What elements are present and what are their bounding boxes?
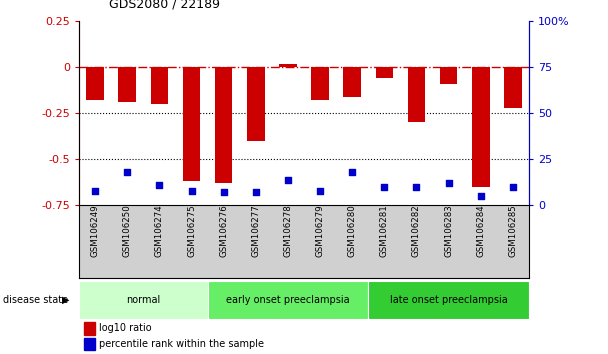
Bar <box>376 67 393 78</box>
Bar <box>182 67 201 181</box>
Bar <box>247 67 264 141</box>
Point <box>251 190 261 195</box>
Bar <box>368 281 529 319</box>
Text: log10 ratio: log10 ratio <box>99 323 152 333</box>
Point <box>154 182 164 188</box>
Bar <box>86 67 104 101</box>
Bar <box>79 281 207 319</box>
Text: ▶: ▶ <box>63 295 70 305</box>
Bar <box>215 67 232 183</box>
Bar <box>83 338 95 350</box>
Bar <box>344 67 361 97</box>
Bar <box>440 67 457 84</box>
Bar <box>504 67 522 108</box>
Bar <box>83 322 95 335</box>
Point <box>122 169 132 175</box>
Point <box>347 169 357 175</box>
Point <box>315 188 325 193</box>
Point <box>476 193 486 199</box>
Text: normal: normal <box>126 295 161 305</box>
Point <box>508 184 518 190</box>
Point <box>412 184 421 190</box>
Point <box>444 181 454 186</box>
Text: GDS2080 / 22189: GDS2080 / 22189 <box>109 0 221 11</box>
Point <box>90 188 100 193</box>
Bar <box>279 64 297 67</box>
Point <box>283 177 293 182</box>
Point <box>187 188 196 193</box>
Bar <box>207 281 368 319</box>
Text: late onset preeclampsia: late onset preeclampsia <box>390 295 508 305</box>
Bar <box>472 67 489 187</box>
Bar <box>407 67 426 122</box>
Point <box>379 184 389 190</box>
Bar <box>311 67 329 101</box>
Point <box>219 190 229 195</box>
Bar <box>119 67 136 102</box>
Text: early onset preeclampsia: early onset preeclampsia <box>226 295 350 305</box>
Text: disease state: disease state <box>3 295 68 305</box>
Text: percentile rank within the sample: percentile rank within the sample <box>99 339 264 349</box>
Bar <box>151 67 168 104</box>
